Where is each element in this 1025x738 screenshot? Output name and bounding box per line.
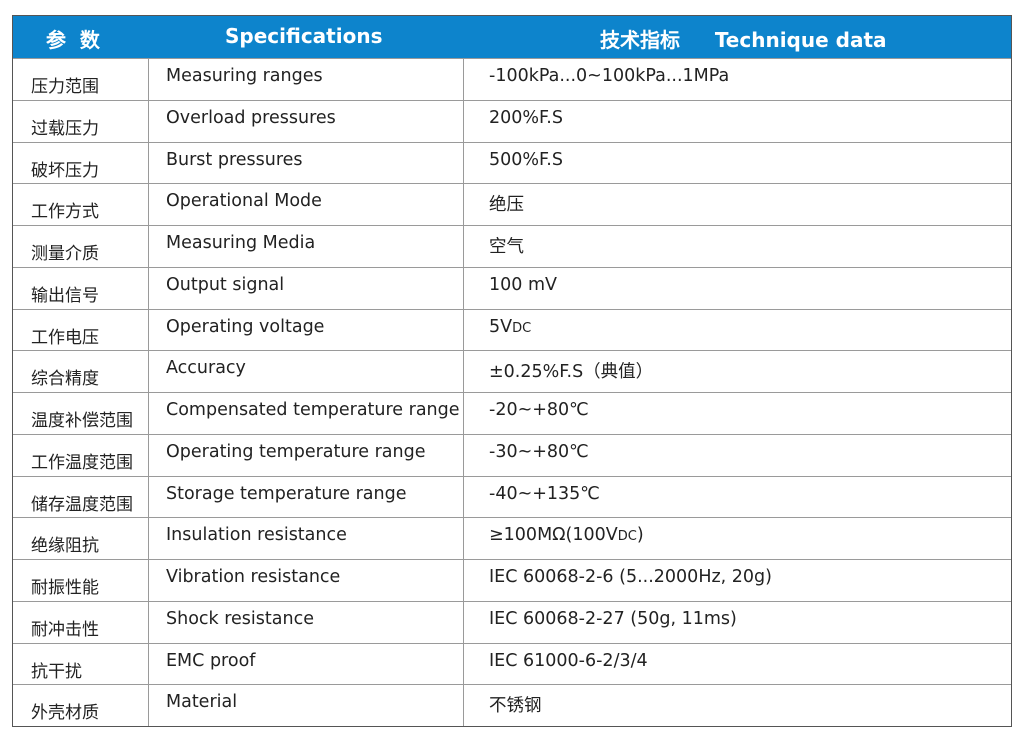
param-value: -20~+80℃ — [464, 393, 1011, 434]
param-value: ≥100MΩ(100VDC) — [464, 518, 1011, 559]
value-segment: ≥100MΩ(100V — [489, 525, 618, 546]
param-cn: 储存温度范围 — [13, 476, 149, 518]
param-cn: 综合精度 — [13, 351, 149, 392]
param-cn: 输出信号 — [13, 267, 149, 309]
param-value: 500%F.S — [464, 143, 1011, 184]
table-row: 工作温度范围 Operating temperature range -30~+80… — [13, 433, 1011, 476]
param-value: 200%F.S — [464, 101, 1011, 142]
value-segment: 500%F.S — [489, 149, 563, 170]
param-value: IEC 60068-2-27 (50g, 11ms) — [464, 602, 1011, 643]
param-cn: 工作方式 — [13, 184, 149, 225]
table-row: 工作电压 Operating voltage 5VDC — [13, 308, 1011, 351]
param-value: 100 mV — [464, 268, 1011, 309]
value-segment: IEC 61000-6-2/3/4 — [489, 650, 648, 671]
param-cn: 外壳材质 — [13, 685, 149, 726]
param-cn: 压力范围 — [13, 59, 149, 100]
param-value: 5VDC — [464, 310, 1011, 351]
param-en: Operating voltage — [149, 309, 464, 351]
param-en: Material — [149, 685, 464, 726]
param-value: IEC 60068-2-6 (5...2000Hz, 20g) — [464, 560, 1011, 601]
param-cn: 破坏压力 — [13, 142, 149, 184]
value-segment: 绝压 — [489, 195, 524, 216]
value-segment: -30~+80℃ — [489, 441, 589, 462]
param-value: IEC 61000-6-2/3/4 — [464, 644, 1011, 685]
value-segment: DC — [512, 320, 532, 336]
value-segment: IEC 60068-2-6 (5...2000Hz, 20g) — [489, 567, 772, 587]
param-cn: 工作电压 — [13, 309, 149, 351]
value-segment: -20~+80℃ — [489, 400, 589, 420]
param-en: Shock resistance — [149, 601, 464, 643]
param-value: 空气 — [464, 226, 1011, 267]
table-row: 输出信号 Output signal 100 mV — [13, 266, 1011, 309]
value-segment: 5V — [489, 316, 513, 337]
param-en: Insulation resistance — [149, 518, 464, 559]
header-technique-data: 技术指标 Technique data — [600, 28, 887, 52]
param-value: ±0.25%F.S（典值） — [464, 351, 1011, 392]
value-segment: 200%F.S — [489, 107, 563, 128]
value-segment: ±0.25%F.S（典值） — [489, 362, 654, 383]
param-en: Measuring ranges — [149, 59, 464, 100]
param-value: 绝压 — [464, 184, 1011, 225]
value-segment: 空气 — [489, 237, 524, 257]
table-row: 测量介质 Measuring Media 空气 — [13, 225, 1011, 267]
header-parameter: 参 数 — [46, 28, 100, 52]
value-segment: 100 mV — [489, 274, 557, 295]
table-row: 综合精度 Accuracy ±0.25%F.S（典值） — [13, 350, 1011, 392]
table-row: 压力范围 Measuring ranges -100kPa...0~100kPa..… — [13, 58, 1011, 100]
param-cn: 绝缘阻抗 — [13, 518, 149, 559]
param-value: -40~+135℃ — [464, 477, 1011, 518]
table-row: 耐振性能 Vibration resistance IEC 60068-2-6 (5… — [13, 559, 1011, 601]
value-segment: ) — [636, 525, 644, 546]
header-specifications: Specifications — [225, 24, 383, 48]
param-cn: 耐振性能 — [13, 560, 149, 601]
param-en: Storage temperature range — [149, 476, 464, 518]
table-row: 外壳材质 Material 不锈钢 — [13, 684, 1011, 726]
param-en: Operating temperature range — [149, 434, 464, 476]
param-en: Overload pressures — [149, 100, 464, 142]
spec-table: 参 数 Specifications 技术指标 Technique data 压… — [12, 15, 1012, 727]
param-cn: 温度补偿范围 — [13, 393, 149, 434]
param-en: Vibration resistance — [149, 560, 464, 601]
value-segment: -40~+135℃ — [489, 483, 600, 504]
table-row: 储存温度范围 Storage temperature range -40~+135℃ — [13, 475, 1011, 518]
value-segment: 不锈钢 — [489, 696, 542, 717]
value-segment: IEC 60068-2-27 (50g, 11ms) — [489, 608, 737, 629]
param-cn: 抗干扰 — [13, 643, 149, 685]
value-segment: -100kPa...0~100kPa...1MPa — [489, 66, 730, 86]
table-body: 压力范围 Measuring ranges -100kPa...0~100kPa..… — [13, 58, 1011, 726]
param-en: EMC proof — [149, 643, 464, 685]
table-row: 破坏压力 Burst pressures 500%F.S — [13, 141, 1011, 184]
param-en: Operational Mode — [149, 184, 464, 225]
param-en: Compensated temperature range — [149, 393, 464, 434]
param-cn: 工作温度范围 — [13, 434, 149, 476]
table-row: 抗干扰 EMC proof IEC 61000-6-2/3/4 — [13, 642, 1011, 685]
param-value: 不锈钢 — [464, 685, 1011, 726]
table-row: 过载压力 Overload pressures 200%F.S — [13, 99, 1011, 142]
param-value: -100kPa...0~100kPa...1MPa — [464, 59, 1011, 100]
table-row: 耐冲击性 Shock resistance IEC 60068-2-27 (50g,… — [13, 600, 1011, 643]
param-cn: 测量介质 — [13, 226, 149, 267]
param-cn: 耐冲击性 — [13, 601, 149, 643]
param-cn: 过载压力 — [13, 100, 149, 142]
table-row: 工作方式 Operational Mode 绝压 — [13, 183, 1011, 225]
param-en: Burst pressures — [149, 142, 464, 184]
table-header: 参 数 Specifications 技术指标 Technique data — [13, 16, 1011, 58]
param-en: Output signal — [149, 267, 464, 309]
param-en: Measuring Media — [149, 226, 464, 267]
value-segment: DC — [617, 529, 637, 545]
param-value: -30~+80℃ — [464, 435, 1011, 476]
param-en: Accuracy — [149, 351, 464, 392]
table-row: 绝缘阻抗 Insulation resistance ≥100MΩ(100VDC) — [13, 517, 1011, 559]
table-row: 温度补偿范围 Compensated temperature range -20~+… — [13, 392, 1011, 434]
